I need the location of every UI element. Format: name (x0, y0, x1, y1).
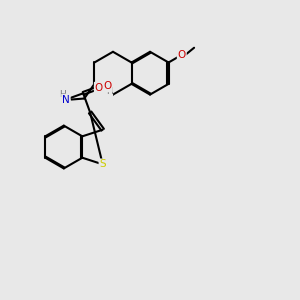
Text: O: O (178, 50, 186, 60)
Text: H: H (59, 90, 66, 99)
Text: S: S (99, 159, 106, 169)
Text: N: N (62, 94, 70, 104)
Text: H: H (106, 87, 112, 96)
Text: O: O (104, 81, 112, 91)
Text: O: O (95, 82, 103, 93)
